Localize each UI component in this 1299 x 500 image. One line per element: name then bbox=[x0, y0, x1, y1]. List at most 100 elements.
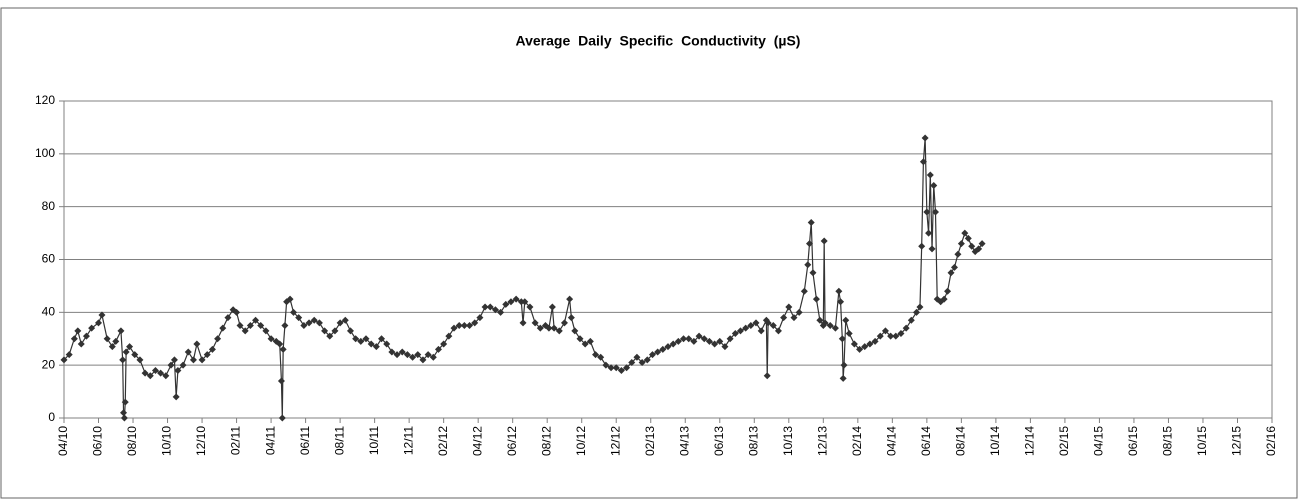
data-point bbox=[536, 324, 544, 332]
data-point bbox=[491, 306, 499, 314]
data-point bbox=[403, 351, 411, 359]
data-point bbox=[795, 308, 803, 316]
data-point bbox=[586, 337, 594, 345]
data-point bbox=[913, 308, 921, 316]
data-point bbox=[700, 335, 708, 343]
data-point bbox=[409, 353, 417, 361]
x-tick-label: 02/11 bbox=[229, 426, 243, 455]
data-point bbox=[975, 245, 983, 253]
data-point bbox=[669, 340, 677, 348]
data-point bbox=[887, 332, 895, 340]
data-point bbox=[731, 329, 739, 337]
data-point bbox=[393, 351, 401, 359]
x-tick-label: 12/10 bbox=[194, 426, 208, 456]
data-point bbox=[295, 314, 303, 322]
data-point bbox=[711, 340, 719, 348]
data-point bbox=[643, 356, 651, 364]
data-point bbox=[961, 229, 969, 237]
data-point bbox=[512, 295, 520, 303]
y-tick-label: 40 bbox=[42, 305, 56, 319]
x-tick-label: 08/15 bbox=[1161, 426, 1175, 456]
data-point bbox=[831, 324, 839, 332]
data-point bbox=[638, 359, 646, 367]
data-point bbox=[184, 348, 192, 356]
x-tick-label: 08/12 bbox=[539, 426, 553, 456]
data-point bbox=[146, 372, 154, 380]
data-point bbox=[131, 351, 139, 359]
x-tick-label: 10/14 bbox=[988, 426, 1002, 456]
data-point bbox=[189, 356, 197, 364]
x-tick-label: 10/11 bbox=[367, 426, 381, 455]
data-point bbox=[424, 351, 432, 359]
data-point bbox=[167, 361, 175, 369]
x-tick-label: 08/14 bbox=[954, 426, 968, 456]
x-tick-label: 10/15 bbox=[1195, 426, 1209, 456]
data-point bbox=[567, 314, 575, 322]
data-point bbox=[659, 345, 667, 353]
data-point bbox=[236, 322, 244, 330]
data-point bbox=[856, 345, 864, 353]
x-tick-label: 02/14 bbox=[850, 426, 864, 456]
data-point bbox=[286, 295, 294, 303]
data-point bbox=[923, 208, 931, 216]
data-point bbox=[367, 340, 375, 348]
data-point bbox=[157, 369, 165, 377]
data-point bbox=[526, 303, 534, 311]
data-point bbox=[300, 322, 308, 330]
data-point bbox=[108, 343, 116, 351]
data-point bbox=[450, 324, 458, 332]
data-point bbox=[174, 366, 182, 374]
data-point bbox=[957, 240, 965, 248]
data-point bbox=[742, 324, 750, 332]
data-point bbox=[117, 327, 125, 335]
data-point bbox=[486, 303, 494, 311]
data-point bbox=[481, 303, 489, 311]
data-point bbox=[925, 229, 933, 237]
data-point bbox=[119, 356, 127, 364]
data-point bbox=[919, 158, 927, 166]
data-point bbox=[716, 337, 724, 345]
x-tick-label: 12/11 bbox=[401, 426, 415, 455]
x-tick-label: 04/11 bbox=[263, 426, 277, 455]
x-tick-label: 06/14 bbox=[919, 426, 933, 456]
data-point bbox=[521, 298, 529, 306]
data-point bbox=[928, 245, 936, 253]
data-point bbox=[607, 364, 615, 372]
data-point bbox=[241, 327, 249, 335]
x-tick-label: 04/15 bbox=[1092, 426, 1106, 456]
data-point bbox=[790, 314, 798, 322]
data-point bbox=[807, 219, 815, 227]
data-point bbox=[120, 409, 128, 417]
data-point bbox=[233, 308, 241, 316]
data-point bbox=[752, 319, 760, 327]
x-tick-label: 12/14 bbox=[1023, 426, 1037, 456]
data-point bbox=[112, 337, 120, 345]
data-point bbox=[315, 319, 323, 327]
data-point bbox=[826, 322, 834, 330]
data-point bbox=[757, 327, 765, 335]
data-point bbox=[445, 332, 453, 340]
y-tick-label: 60 bbox=[42, 252, 56, 266]
data-point bbox=[944, 287, 952, 295]
data-point bbox=[576, 335, 584, 343]
data-point bbox=[926, 171, 934, 179]
data-point bbox=[471, 319, 479, 327]
data-point bbox=[947, 269, 955, 277]
x-tick-label: 04/12 bbox=[470, 426, 484, 456]
data-point bbox=[70, 335, 78, 343]
x-tick-label: 02/15 bbox=[1057, 426, 1071, 456]
data-point bbox=[617, 366, 625, 374]
data-point bbox=[74, 327, 82, 335]
data-point bbox=[378, 335, 386, 343]
data-point bbox=[179, 361, 187, 369]
data-point bbox=[531, 319, 539, 327]
data-point bbox=[172, 393, 180, 401]
data-point bbox=[434, 345, 442, 353]
data-point bbox=[555, 327, 563, 335]
data-point bbox=[219, 324, 227, 332]
y-tick-label: 120 bbox=[35, 93, 55, 107]
data-point bbox=[916, 303, 924, 311]
x-tick-label: 06/13 bbox=[712, 426, 726, 456]
data-point bbox=[276, 340, 284, 348]
